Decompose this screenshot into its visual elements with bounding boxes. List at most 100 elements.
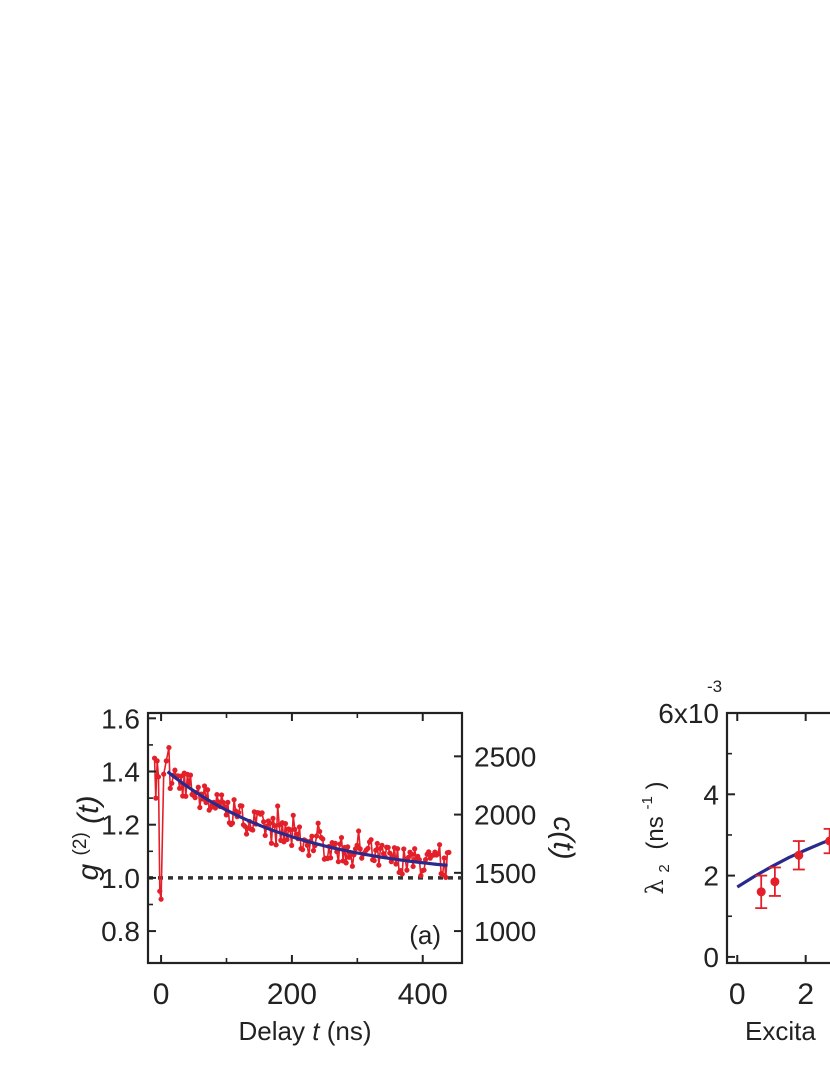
panel-a-label: (a)	[409, 920, 441, 950]
panel-a-data-point	[299, 847, 306, 853]
panel-b-x-axis-label: Excita	[745, 1016, 816, 1046]
panel-b-xtick-label: 0	[729, 978, 746, 1011]
panel-a-data-point	[192, 795, 198, 801]
panel-a-x-axis-label-var: t	[312, 1016, 321, 1046]
panel-a-data-point	[282, 821, 289, 827]
panel-a-data-point	[345, 844, 351, 850]
panel-a-data-point	[371, 857, 377, 864]
panel-a-data-point	[157, 888, 163, 894]
panel-a-data-point	[154, 758, 160, 764]
panel-b-ytick-exponent: -3	[707, 677, 722, 696]
panel-a-fit-curve	[166, 770, 448, 867]
panel-a-data-point	[267, 820, 273, 826]
panel-a-data-point	[187, 772, 194, 778]
panel-a-ytick-label: 1.0	[101, 863, 140, 894]
panel-a-data-point	[404, 867, 410, 873]
panel-a-data-point	[197, 804, 203, 811]
panel-a-data-point	[376, 862, 382, 868]
panel-a-data-point	[262, 832, 268, 839]
panel-a-data-point	[337, 841, 343, 847]
panel-a-data-point	[304, 842, 310, 848]
panel-b-data-point	[770, 877, 780, 887]
panel-a-data-point	[387, 850, 393, 856]
panel-a-data-point	[205, 787, 211, 793]
panel-a-data-point	[214, 791, 220, 798]
panel-a-x-axis-label: Delay t (ns)	[239, 1016, 372, 1046]
panel-a-ytick-label: 0.8	[101, 916, 140, 947]
panel-a-data-point	[426, 849, 432, 855]
panel-a-data-point	[158, 896, 164, 902]
panel-a-data-point	[309, 833, 315, 839]
panel-a-data-point	[292, 826, 298, 833]
panel-b-fit-curve	[736, 838, 830, 889]
panel-a-data-point	[412, 846, 418, 852]
panel-a-data-point	[313, 833, 320, 839]
panel-a-data-point	[374, 840, 380, 847]
panel-a-data-point	[357, 846, 363, 852]
panel-a-data-point	[368, 837, 374, 843]
panel-a-y2-axis-label: c(t)	[547, 816, 580, 859]
panel-a-data-point	[327, 855, 334, 861]
panel-a-data-point	[176, 785, 183, 791]
panel-a-data-point	[332, 840, 338, 846]
panel-a-data-point	[338, 834, 345, 841]
panel-a-data-point	[335, 859, 341, 865]
panel-a-data-point	[418, 873, 424, 879]
panel-a-data-point	[161, 771, 167, 777]
panel-a-data-point	[446, 849, 452, 856]
panel-a-data-point	[215, 799, 222, 805]
panel-a-data-point	[169, 780, 175, 786]
panel-a-data-point	[410, 863, 416, 870]
panel-b-ytick-label: 6x10	[658, 698, 719, 729]
panel-a-xtick-label: 0	[153, 978, 170, 1011]
panel-a-fit-group	[166, 770, 448, 867]
panel-a-data-point	[379, 842, 385, 848]
panel-a-data-point	[385, 844, 391, 851]
panel-b-y-axis-label-unit-close: )	[642, 782, 669, 790]
panel-a-data-point	[365, 845, 371, 851]
panel-a-data-point	[259, 810, 265, 816]
panel-a-data-point	[317, 828, 323, 835]
panel-a-data-point	[408, 851, 415, 857]
panel-a-data-point	[220, 799, 226, 806]
panel-a-data-point	[225, 799, 231, 805]
panel-a-data-point	[231, 797, 237, 803]
panel-a-data-point	[441, 855, 447, 861]
panel-a-xtick-label: 400	[398, 978, 448, 1011]
panel-b-y-axis-label-base: λ	[641, 879, 669, 894]
panel-a-data-point	[399, 871, 405, 877]
panel-b-y-axis-label-sup: -1	[639, 796, 656, 809]
panel-a-data-point	[163, 758, 169, 764]
panel-a-data-point	[167, 785, 173, 791]
panel-a-data-point	[356, 828, 362, 834]
panel-a-data-point	[270, 815, 276, 821]
panel-a-data-point	[261, 819, 267, 825]
panel-a-data-point	[290, 812, 296, 818]
panel-a-data-point	[306, 852, 312, 858]
panel-a-y-axis-label-base: g	[72, 863, 105, 880]
panel-a-data-point	[212, 805, 218, 811]
panel-a-data-point	[284, 836, 290, 843]
panel-a-data-point	[250, 827, 256, 833]
panel-a-data-point	[155, 774, 162, 780]
panel-a-ytick-label: 1.6	[101, 703, 140, 734]
panel-a-data-point	[273, 842, 279, 848]
panel-a-data-point	[310, 848, 317, 854]
panel-a-data-point	[343, 860, 349, 866]
panel-b-chart: 0 2 0 2 4 6x10 -3 Excita λ 2 (ns -1 )	[639, 677, 830, 1046]
panel-a-data-point	[436, 842, 443, 848]
panel-a-y-axis-label: g (2) (t)	[60, 796, 105, 881]
panel-a-data-point	[239, 803, 245, 809]
panel-a-data-point	[219, 792, 225, 798]
panel-a-data-point	[373, 847, 379, 853]
panel-a-data-point	[243, 831, 250, 837]
panel-b-ytick-label: 2	[703, 861, 719, 892]
panel-a-plot-frame	[146, 711, 464, 965]
panel-b-data-point	[825, 836, 830, 846]
panel-a-data-point	[394, 846, 401, 852]
panel-a-data-point	[443, 874, 449, 880]
panel-a-ytick-label: 1.4	[101, 757, 140, 788]
panel-b-plot-frame	[725, 711, 830, 965]
panel-a-data-point	[320, 836, 326, 842]
